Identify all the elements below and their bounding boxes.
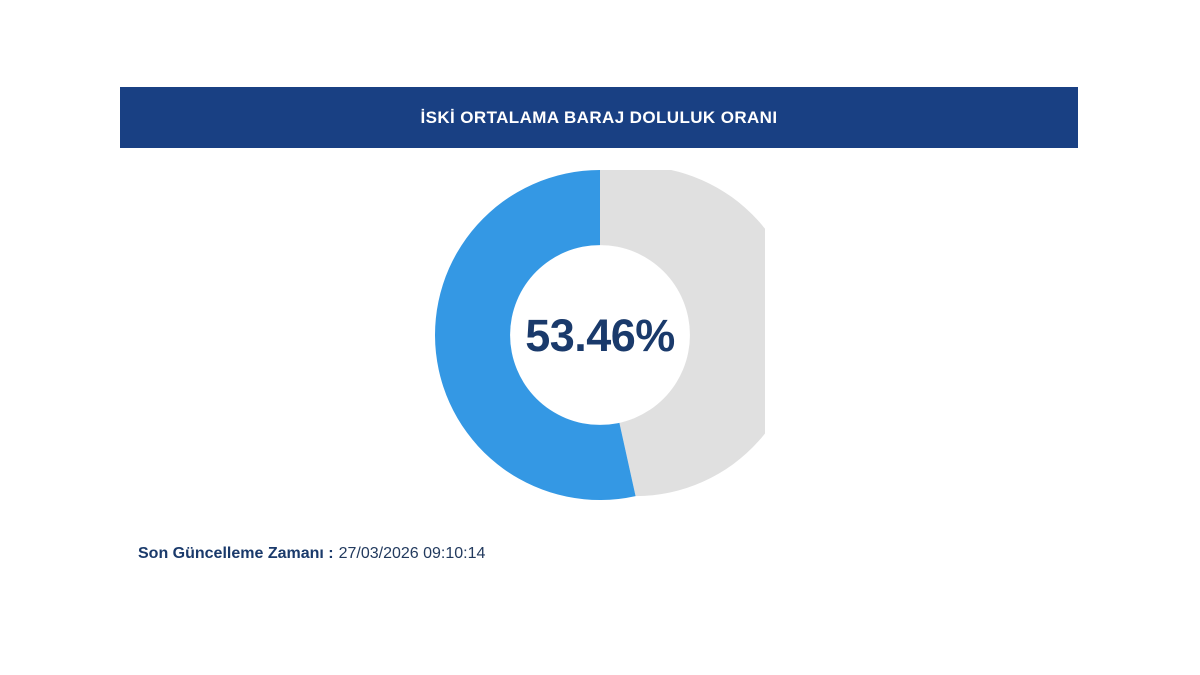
donut-chart-svg bbox=[435, 170, 765, 500]
widget-header-bar: İSKİ ORTALAMA BARAJ DOLULUK ORANI bbox=[120, 87, 1078, 148]
last-update-line: Son Güncelleme Zamanı : 27/03/2026 09:10… bbox=[138, 545, 485, 563]
last-update-value: 27/03/2026 09:10:14 bbox=[338, 545, 486, 562]
page-title: İSKİ ORTALAMA BARAJ DOLULUK ORANI bbox=[420, 107, 778, 127]
dam-occupancy-donut-chart: 53.46% bbox=[435, 170, 765, 500]
donut-hole bbox=[510, 245, 690, 425]
last-update-label: Son Güncelleme Zamanı : bbox=[138, 545, 334, 562]
